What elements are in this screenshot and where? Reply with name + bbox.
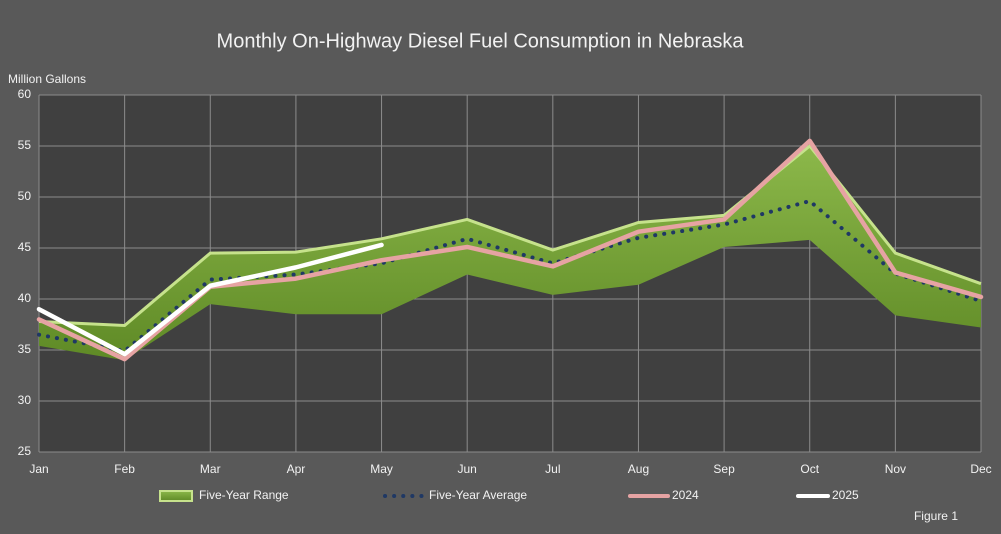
x-tick-label: Sep	[713, 462, 735, 476]
y-tick-label: 40	[18, 291, 32, 305]
chart-title: Monthly On-Highway Diesel Fuel Consumpti…	[217, 30, 745, 52]
y-tick-label: 50	[18, 189, 32, 203]
x-tick-label: Mar	[200, 462, 221, 476]
legend-label: Five-Year Average	[429, 488, 527, 502]
figure-label: Figure 1	[914, 509, 958, 523]
legend-swatch	[159, 490, 193, 502]
series-line	[37, 199, 983, 354]
y-tick-label: 25	[18, 444, 32, 458]
y-tick-label: 60	[18, 87, 32, 101]
legend-label: 2025	[832, 488, 859, 502]
x-tick-label: Jan	[29, 462, 48, 476]
x-tick-label: Apr	[287, 462, 306, 476]
series-line	[36, 242, 384, 357]
x-tick-label: Feb	[114, 462, 135, 476]
x-tick-label: Jul	[545, 462, 560, 476]
y-axis-label: Million Gallons	[8, 72, 86, 86]
x-tick-label: Nov	[885, 462, 906, 476]
x-tick-label: Jun	[458, 462, 477, 476]
y-tick-label: 55	[18, 138, 32, 152]
legend-label: Five-Year Range	[199, 488, 289, 502]
x-tick-label: Oct	[800, 462, 819, 476]
y-tick-label: 35	[18, 342, 32, 356]
y-tick-label: 45	[18, 240, 32, 254]
y-tick-label: 30	[18, 393, 32, 407]
legend-label: 2024	[672, 488, 699, 502]
x-tick-label: May	[370, 462, 393, 476]
x-tick-label: Dec	[970, 462, 991, 476]
x-tick-label: Aug	[628, 462, 649, 476]
